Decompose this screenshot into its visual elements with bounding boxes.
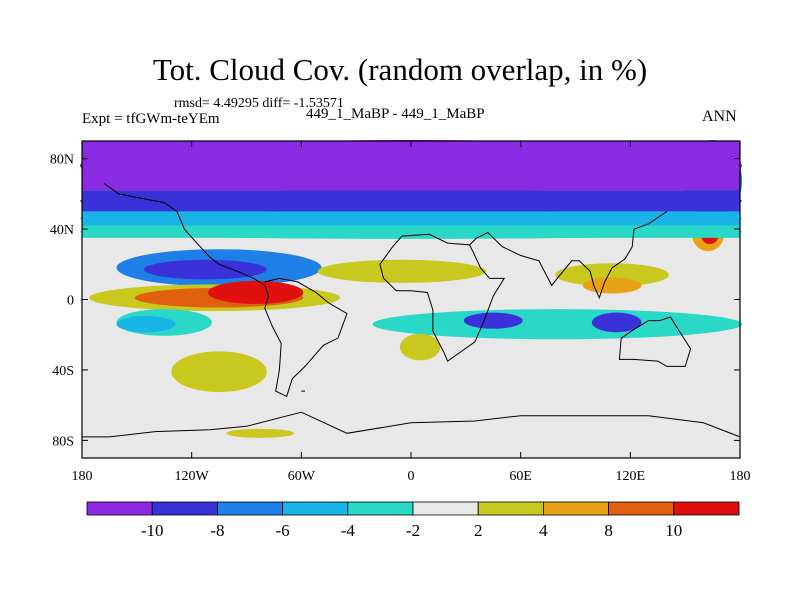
anomaly-region-12 <box>582 277 642 294</box>
comparison-label: 449_1_MaBP - 449_1_MaBP <box>306 106 485 122</box>
coastlines <box>82 182 741 438</box>
coastline-0 <box>103 182 348 398</box>
colorbar-box-2 <box>216 501 283 516</box>
y-tick-label-0: 80N <box>50 153 74 168</box>
colorbar-box-1 <box>151 501 218 516</box>
y-axis: 80N 40N 0 40S 80S <box>50 153 740 449</box>
x-tick-label-1: 120W <box>175 469 210 484</box>
zonal-band-1 <box>82 190 740 212</box>
colorbar-label-3: -4 <box>341 521 356 540</box>
anomaly-region-19 <box>591 312 642 333</box>
colorbar-label-1: -8 <box>210 521 224 540</box>
colorbar-box-8 <box>608 501 675 516</box>
x-tick-label-5: 120E <box>616 469 646 484</box>
anomaly-region-11 <box>555 263 669 287</box>
colorbar-box-4 <box>347 501 414 516</box>
anomaly-region-21 <box>399 333 441 361</box>
colorbar-box-3 <box>282 501 349 516</box>
colorbar-label-2: -6 <box>276 521 290 540</box>
season-label: ANN <box>702 108 737 125</box>
map-field <box>80 140 742 458</box>
colorbar-label-4: -2 <box>406 521 420 540</box>
colorbar-label-7: 8 <box>604 521 613 540</box>
colorbar-box-6 <box>477 501 544 516</box>
x-tick-label-4: 60E <box>509 469 532 484</box>
coastline-3 <box>618 316 692 367</box>
y-tick-label-3: 40S <box>52 364 74 379</box>
colorbar: -10 -8 -6 -4 -2 2 4 8 10 <box>86 501 740 540</box>
coastline-5 <box>301 411 741 438</box>
coastline-4 <box>82 411 302 438</box>
x-tick-label-2: 60W <box>288 469 316 484</box>
x-tick-label-0: 180 <box>72 469 93 484</box>
y-tick-label-4: 80S <box>52 434 74 449</box>
anomaly-region-9 <box>207 280 304 305</box>
colorbar-box-7 <box>543 501 610 516</box>
x-tick-label-6: 180 <box>730 469 751 484</box>
x-axis: 180 120W 60W 0 60E 120E 180 <box>72 141 751 484</box>
coastline-2 <box>469 210 668 300</box>
y-tick-label-2: 0 <box>67 294 74 309</box>
zonal-band-2 <box>82 211 740 226</box>
chart-title: Tot. Cloud Cov. (random overlap, in %) <box>152 52 648 87</box>
anomaly-region-10 <box>317 259 487 283</box>
coastline-1 <box>379 233 506 362</box>
colorbar-box-9 <box>673 501 740 516</box>
anomaly-region-18 <box>463 312 523 329</box>
anomaly-region-22 <box>226 428 295 438</box>
anomaly-region-17 <box>372 309 742 340</box>
colorbar-label-0: -10 <box>141 521 164 540</box>
colorbar-label-8: 10 <box>665 521 682 540</box>
colorbar-label-6: 4 <box>539 521 548 540</box>
stats-line: rmsd= 4.49295 diff= -1.53571 <box>174 96 344 111</box>
colorbar-box-0 <box>86 501 153 516</box>
zonal-band-0 <box>82 141 740 191</box>
colorbar-box-5 <box>412 501 479 516</box>
x-tick-label-3: 0 <box>408 469 415 484</box>
anomaly-region-16 <box>116 316 176 333</box>
colorbar-label-5: 2 <box>474 521 483 540</box>
zonal-band-3 <box>82 225 740 238</box>
experiment-label: Expt = tfGWm-teYEm <box>82 111 220 127</box>
anomaly-region-20 <box>171 351 267 393</box>
anomaly-region-6 <box>143 259 267 280</box>
y-tick-label-1: 40N <box>50 223 74 238</box>
